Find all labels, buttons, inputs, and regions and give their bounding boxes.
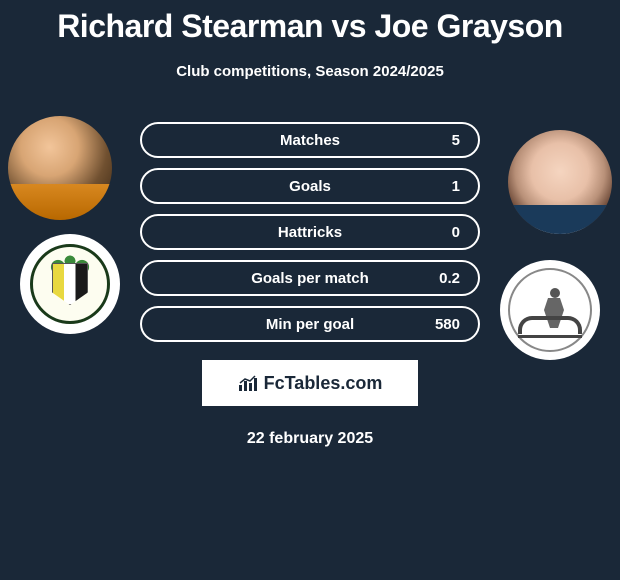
stat-label: Goals per match: [251, 270, 369, 287]
date-label: 22 february 2025: [0, 430, 620, 448]
stat-label: Hattricks: [278, 224, 342, 241]
stat-value: 5: [452, 132, 460, 149]
page-title: Richard Stearman vs Joe Grayson: [0, 8, 620, 45]
stats-list: Matches 5 Goals 1 Hattricks 0 Goals per …: [140, 122, 480, 342]
content-area: Matches 5 Goals 1 Hattricks 0 Goals per …: [0, 122, 620, 448]
stat-label: Goals: [289, 178, 331, 195]
branding-badge: FcTables.com: [202, 360, 418, 406]
stat-value: 0.2: [439, 270, 460, 287]
player-avatar-right: [508, 130, 612, 234]
stat-row: Goals 1: [140, 168, 480, 204]
stat-row: Hattricks 0: [140, 214, 480, 250]
stat-row: Min per goal 580: [140, 306, 480, 342]
stat-value: 1: [452, 178, 460, 195]
stat-label: Min per goal: [266, 316, 354, 333]
stat-row: Matches 5: [140, 122, 480, 158]
subtitle: Club competitions, Season 2024/2025: [0, 63, 620, 80]
player-avatar-left: [8, 116, 112, 220]
stat-value: 0: [452, 224, 460, 241]
stat-value: 580: [435, 316, 460, 333]
chart-icon: [238, 373, 258, 393]
club-badge-left: [20, 234, 120, 334]
stat-row: Goals per match 0.2: [140, 260, 480, 296]
branding-text: FcTables.com: [264, 373, 383, 394]
comparison-card: Richard Stearman vs Joe Grayson Club com…: [0, 0, 620, 448]
stat-label: Matches: [280, 132, 340, 149]
club-badge-right: [500, 260, 600, 360]
